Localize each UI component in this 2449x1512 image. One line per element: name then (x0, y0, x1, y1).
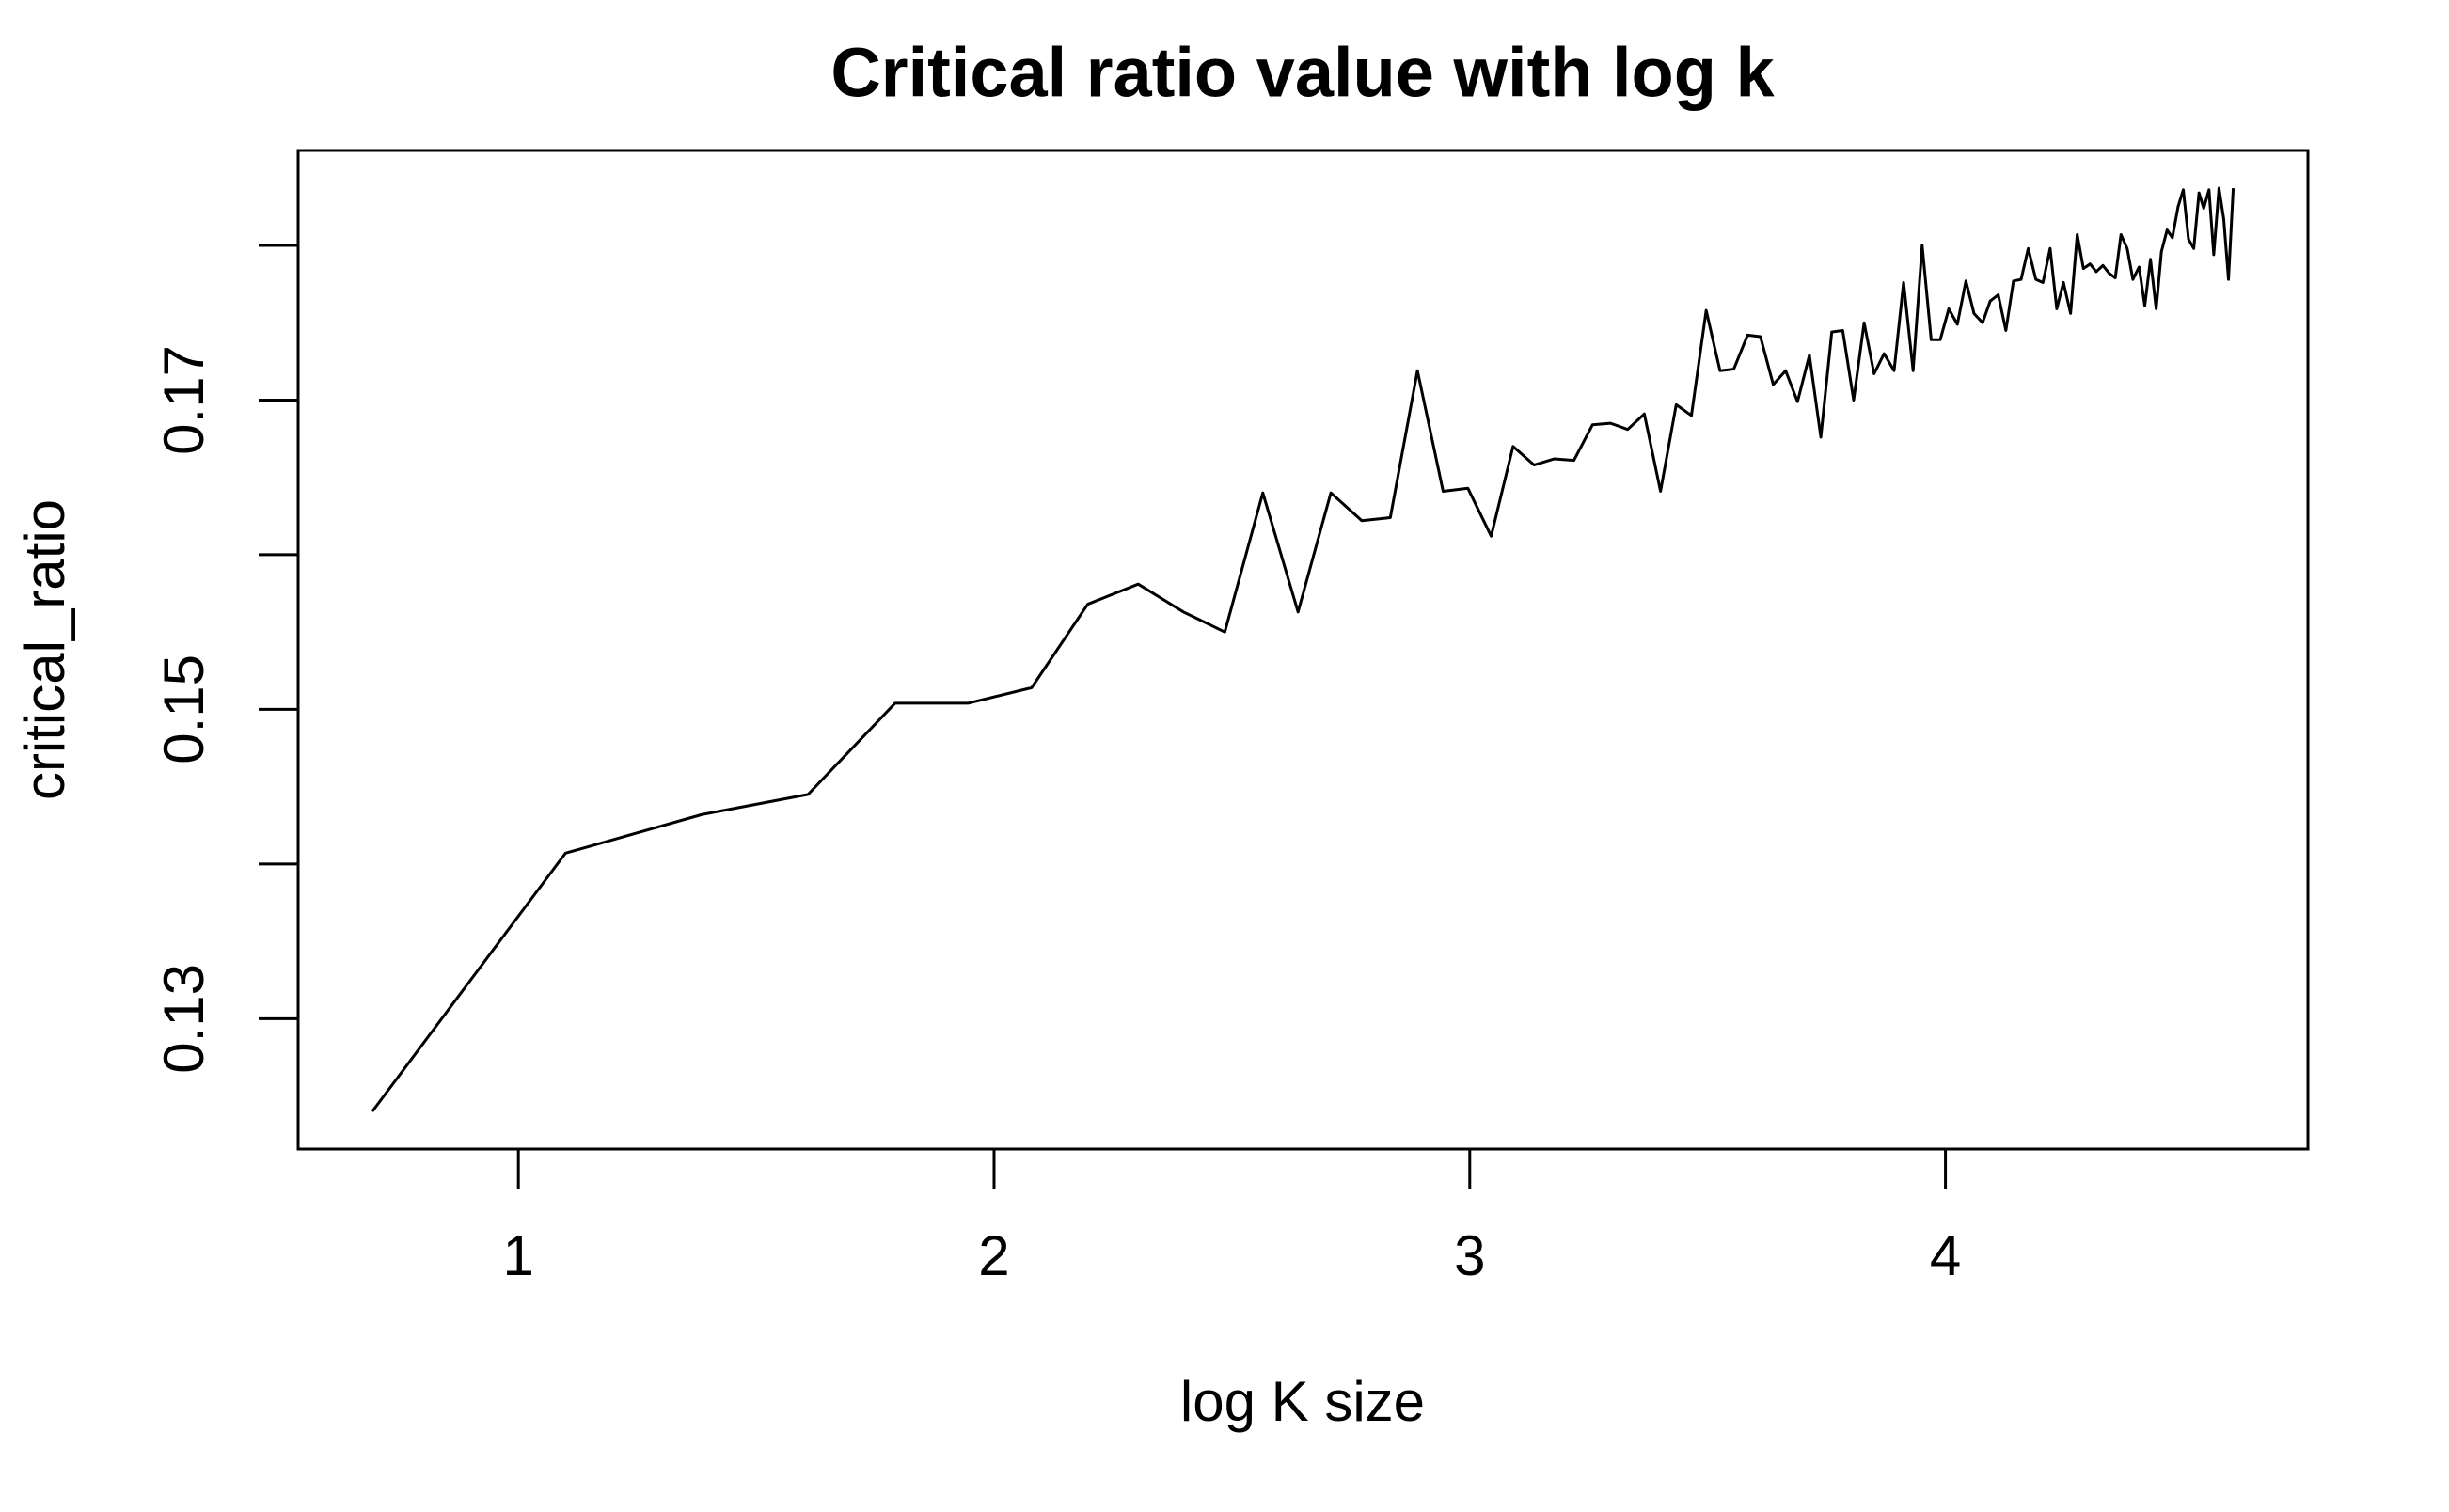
y-tick-label: 0.15 (152, 654, 215, 764)
chart-title: Critical ratio value with log k (830, 34, 1775, 112)
x-tick-label: 4 (1930, 1224, 1961, 1287)
y-axis-label: critical_ratio (13, 499, 76, 800)
y-tick-label: 0.13 (152, 964, 215, 1074)
x-tick-label: 2 (978, 1224, 1009, 1287)
x-tick-label: 3 (1454, 1224, 1485, 1287)
x-axis-label: log K size (1180, 1370, 1425, 1433)
x-tick-label: 1 (502, 1224, 533, 1287)
y-tick-label: 0.17 (152, 345, 215, 455)
plot-frame (296, 149, 2310, 1151)
data-line (371, 186, 2236, 1112)
